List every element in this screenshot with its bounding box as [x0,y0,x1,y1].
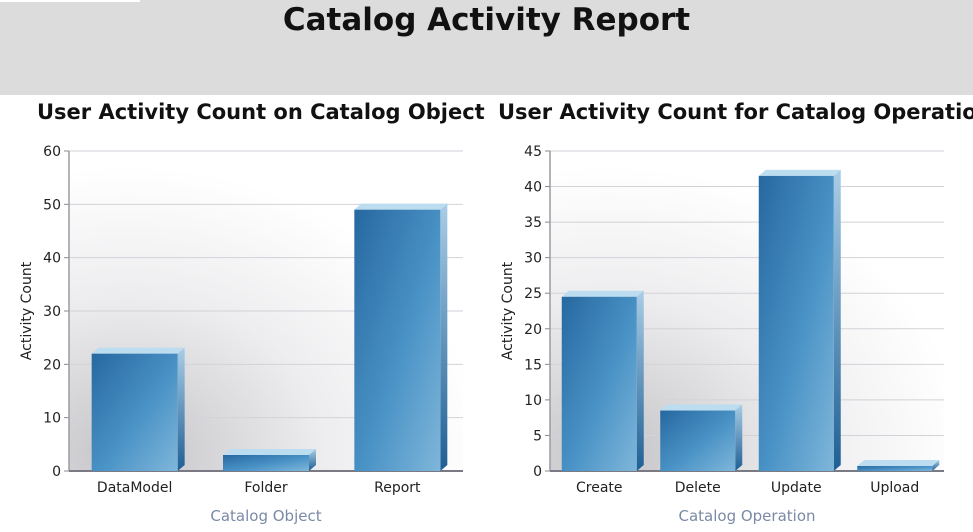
y-tick-label: 45 [524,144,542,160]
y-tick-label: 60 [43,144,61,160]
bar-side [309,449,316,471]
chart-title-catalog-object: User Activity Count on Catalog Object [37,100,485,124]
bar-front [758,175,834,471]
bar-front [223,455,309,471]
bar-side [932,460,940,471]
x-tick-label: DataModel [97,480,172,496]
y-tick-label: 50 [43,197,61,213]
y-axis-label: Activity Count [19,261,35,360]
y-tick-label: 15 [524,357,542,373]
y-axis-label: Activity Count [500,261,516,360]
header-notch [0,0,140,2]
catalog-object-chart: 0 10 20 30 40 50 60 DataModel Folder Report Activi… [19,144,463,525]
bar-update [758,169,841,471]
y-tick-label: 10 [43,411,61,427]
x-axis-label: Catalog Operation [678,507,815,525]
y-tick-label: 0 [52,464,61,480]
y-tick-label: 30 [43,304,61,320]
bar-side [177,347,185,471]
x-tick-label: Create [576,480,623,496]
bar-front [857,466,933,471]
bar-upload [857,460,940,471]
bar-top [660,404,743,411]
bar-front [354,209,441,471]
y-tick-label: 30 [524,251,542,267]
bar-side [833,169,841,471]
bar-top [857,460,940,467]
y-tick-label: 0 [533,464,542,480]
y-tick-label: 25 [524,286,542,302]
bar-top [91,347,185,354]
y-tick-label: 35 [524,215,542,231]
bar-delete [660,404,743,471]
x-tick-label: Update [771,480,822,496]
bar-top [354,203,448,210]
report-title: Catalog Activity Report [282,2,691,38]
bar-top [758,169,841,176]
bar-side [440,203,448,471]
catalog-operation-chart: 0 5 10 15 20 25 30 35 40 45 Create Delete Update Uplo… [500,144,944,525]
bar-front [91,353,178,471]
bar-datamodel [91,347,185,471]
bar-folder [223,449,316,471]
bar-top [561,290,644,297]
y-tick-label: 20 [43,357,61,373]
bar-side [636,290,644,471]
x-tick-label: Upload [870,480,919,496]
x-tick-label: Delete [675,480,721,496]
y-tick-label: 20 [524,322,542,338]
bar-side [735,404,743,471]
bar-top [223,449,316,455]
y-tick-label: 5 [533,428,542,444]
x-axis-label: Catalog Object [210,507,321,525]
bar-front [561,296,637,471]
bar-front [660,410,736,471]
y-tick-label: 40 [524,180,542,196]
bar-create [561,290,644,471]
report-header [0,0,973,95]
x-tick-label: Report [374,480,421,496]
y-tick-label: 10 [524,393,542,409]
chart-title-catalog-operation: User Activity Count for Catalog Operatio… [498,100,973,124]
x-tick-label: Folder [244,480,288,496]
y-tick-label: 40 [43,251,61,267]
bar-report [354,203,448,471]
